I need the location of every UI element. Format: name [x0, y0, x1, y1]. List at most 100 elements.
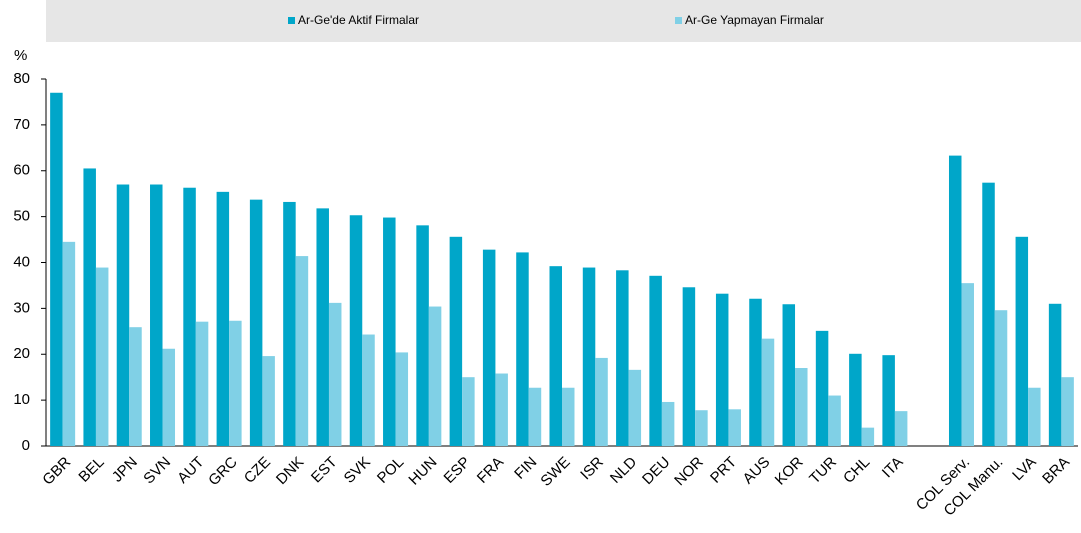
x-tick-label: HUN [405, 454, 440, 489]
bar [1048, 303, 1062, 446]
x-tick-label: GBR [39, 454, 74, 489]
bar [229, 320, 242, 446]
bar [162, 348, 176, 446]
bar [1015, 236, 1029, 446]
x-tick-label: ISR [577, 454, 607, 484]
bar [595, 357, 608, 446]
bar [749, 298, 762, 446]
bar [682, 287, 696, 446]
x-tick-label: TUR [806, 453, 840, 487]
x-tick-label: SVK [341, 454, 374, 487]
bar [828, 395, 841, 446]
x-tick-label: DNK [273, 454, 307, 488]
y-tick-label: 70 [13, 116, 30, 133]
bar [249, 199, 263, 446]
x-tick-label: GRC [205, 454, 241, 490]
x-tick-label: SWE [537, 454, 573, 490]
bar [482, 249, 496, 446]
x-tick-label: DEU [639, 454, 673, 488]
bar [50, 92, 63, 446]
x-tick-label: CHL [840, 454, 873, 487]
bar [383, 217, 396, 446]
bar [150, 184, 163, 446]
bar [695, 410, 708, 446]
y-tick-label: 0 [22, 437, 30, 454]
x-tick-label: SVN [140, 454, 174, 488]
bar [395, 352, 409, 446]
x-tick-label: CZE [241, 454, 274, 487]
bar [129, 327, 142, 446]
bar [549, 266, 562, 446]
bar [62, 241, 76, 446]
bar [449, 236, 463, 446]
legend-swatch [675, 17, 682, 24]
y-tick-label: 20 [13, 345, 30, 362]
bar [582, 267, 596, 446]
bar [882, 355, 895, 446]
bar [462, 377, 475, 446]
bar [528, 387, 542, 446]
x-tick-label: ESP [441, 454, 474, 487]
bar [183, 187, 196, 446]
x-tick-label: ITA [879, 454, 907, 482]
bar [849, 353, 862, 446]
bar [616, 270, 629, 446]
bar [495, 373, 508, 446]
legend-label: Ar-Ge'de Aktif Firmalar [298, 13, 419, 27]
bar [95, 267, 109, 446]
y-tick-label: 50 [13, 208, 30, 225]
y-axis-label: % [14, 47, 27, 64]
bar [728, 409, 741, 446]
bar [661, 401, 675, 446]
bar [328, 302, 342, 446]
x-tick-label: AUS [740, 454, 774, 488]
x-tick-label: JPN [109, 454, 141, 486]
bar [649, 275, 662, 446]
x-tick-label: NLD [607, 454, 640, 487]
x-tick-label: PRT [707, 454, 740, 487]
x-tick-label: BEL [75, 454, 107, 486]
x-tick-label: FIN [511, 454, 540, 483]
x-tick-label: EST [308, 454, 341, 487]
bar [782, 304, 796, 446]
bar [795, 368, 808, 446]
bar [894, 411, 908, 446]
bar [262, 356, 275, 446]
legend-band [46, 0, 1081, 42]
bar [416, 225, 429, 446]
bar [216, 191, 230, 446]
bar [1028, 387, 1041, 446]
bar [349, 215, 363, 446]
bar [562, 387, 575, 446]
legend-label: Ar-Ge Yapmayan Firmalar [685, 13, 824, 27]
bar [362, 334, 375, 446]
bar [815, 330, 829, 446]
bar [116, 184, 130, 446]
bar [1061, 377, 1074, 446]
bar [761, 338, 775, 446]
bar [994, 310, 1008, 446]
x-tick-label: FRA [474, 454, 507, 487]
bar [715, 293, 729, 446]
x-tick-label: NOR [671, 454, 707, 490]
y-tick-label: 30 [13, 299, 30, 316]
x-tick-label: AUT [174, 454, 207, 487]
x-tick-label: KOR [772, 454, 807, 489]
bar [961, 283, 974, 446]
bar [982, 182, 995, 447]
bar [316, 208, 329, 446]
y-tick-label: 80 [13, 70, 30, 87]
y-tick-label: 60 [13, 162, 30, 179]
bar [195, 321, 209, 446]
bar [295, 256, 309, 446]
y-tick-label: 40 [13, 253, 30, 270]
bar [516, 252, 529, 446]
bar [83, 168, 96, 447]
bar [283, 201, 296, 446]
x-tick-label: POL [374, 454, 407, 487]
legend-swatch [288, 17, 295, 24]
x-tick-label: LVA [1009, 454, 1040, 485]
bar [861, 427, 875, 446]
bar [628, 369, 642, 446]
